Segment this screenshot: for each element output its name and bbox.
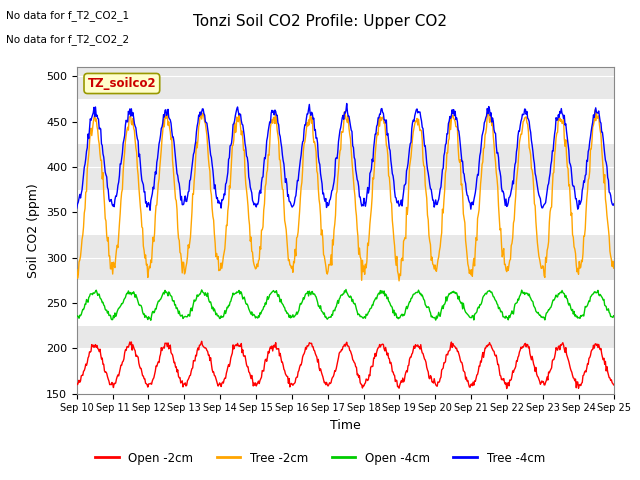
Legend: Open -2cm, Tree -2cm, Open -4cm, Tree -4cm: Open -2cm, Tree -2cm, Open -4cm, Tree -4… [90,447,550,469]
Text: No data for f_T2_CO2_2: No data for f_T2_CO2_2 [6,34,129,45]
Text: TZ_soilco2: TZ_soilco2 [88,77,156,90]
Text: Tonzi Soil CO2 Profile: Upper CO2: Tonzi Soil CO2 Profile: Upper CO2 [193,14,447,29]
Bar [77,348,614,394]
Bar [77,190,614,235]
X-axis label: Time: Time [330,419,361,432]
Y-axis label: Soil CO2 (ppm): Soil CO2 (ppm) [28,183,40,278]
Text: No data for f_T2_CO2_1: No data for f_T2_CO2_1 [6,10,129,21]
Bar [77,280,614,325]
Bar [77,99,614,144]
